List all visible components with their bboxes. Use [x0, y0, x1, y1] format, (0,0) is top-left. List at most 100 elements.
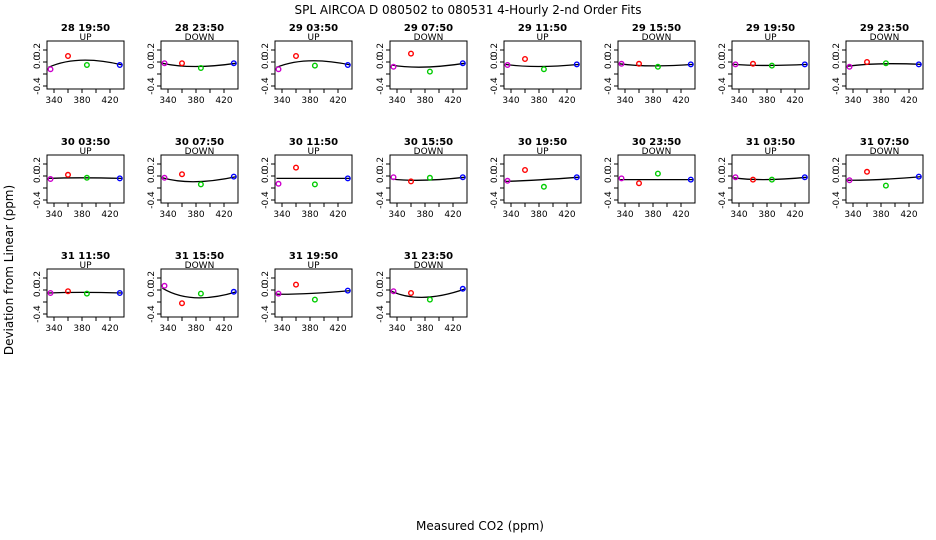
y-tick-label: 0.0	[261, 169, 271, 184]
panel-direction-label: DOWN	[870, 147, 900, 157]
panel-title: 28 19:50	[61, 23, 110, 34]
data-point	[801, 174, 808, 181]
y-tick-label: 0.2	[147, 157, 157, 171]
data-point	[636, 180, 643, 187]
data-point	[64, 288, 71, 295]
x-tick-label: 380	[416, 210, 433, 220]
chart-title: SPL AIRCOA D 080502 to 080531 4-Hourly 2…	[295, 3, 642, 17]
data-point	[426, 174, 433, 181]
y-tick-label: -0.4	[832, 191, 842, 209]
x-tick-label: 340	[844, 96, 861, 106]
y-tick-label: 0.0	[376, 55, 386, 70]
y-tick-label: 0.2	[376, 157, 386, 171]
data-point	[197, 290, 204, 297]
x-tick-label: 380	[73, 210, 90, 220]
x-axis-title: Measured CO2 (ppm)	[416, 519, 544, 533]
y-tick-label: 0.2	[261, 157, 271, 171]
y-tick-label: 0.0	[832, 55, 842, 70]
data-point	[636, 60, 643, 67]
y-tick-label: 0.0	[490, 169, 500, 184]
y-tick-label: 0.0	[376, 283, 386, 298]
x-tick-label: 380	[301, 324, 318, 334]
data-point	[864, 59, 871, 66]
y-tick-label: 0.2	[261, 43, 271, 57]
data-point	[459, 60, 466, 67]
panel-direction-label: UP	[79, 147, 92, 157]
x-tick-label: 380	[644, 96, 661, 106]
plot-frame	[389, 268, 468, 318]
y-tick-label: 0.0	[147, 55, 157, 70]
y-tick-label: 0.0	[33, 55, 43, 70]
data-point	[618, 175, 625, 182]
y-tick-label: 0.2	[147, 271, 157, 285]
x-tick-label: 340	[730, 96, 747, 106]
x-tick-label: 380	[301, 96, 318, 106]
y-tick-label: 0.2	[490, 43, 500, 57]
plot-frame	[46, 268, 125, 318]
data-point	[178, 171, 185, 178]
y-tick-label: 0.2	[604, 157, 614, 171]
data-point	[83, 290, 90, 297]
y-tick-label: -0.4	[718, 191, 728, 209]
data-point	[522, 166, 529, 173]
data-point	[864, 168, 871, 175]
fit-curve	[391, 176, 466, 181]
panel-title: 31 15:50	[175, 251, 224, 262]
data-point	[459, 174, 466, 181]
data-point	[275, 66, 282, 73]
y-tick-label: 0.2	[147, 43, 157, 57]
x-tick-label: 340	[616, 96, 633, 106]
y-tick-label: 0.2	[261, 271, 271, 285]
panel-title: 29 11:50	[518, 23, 567, 34]
y-tick-label: -0.4	[490, 77, 500, 95]
x-tick-label: 340	[45, 210, 62, 220]
x-tick-label: 380	[758, 210, 775, 220]
data-point	[275, 180, 282, 187]
panel-direction-label: UP	[307, 33, 320, 43]
data-point	[116, 290, 123, 297]
panel-title: 28 23:50	[175, 23, 224, 34]
y-tick-label: -0.4	[33, 191, 43, 209]
x-tick-label: 340	[159, 210, 176, 220]
panel-direction-label: UP	[307, 147, 320, 157]
x-tick-label: 340	[388, 324, 405, 334]
x-tick-label: 340	[273, 324, 290, 334]
data-point	[161, 282, 168, 289]
x-tick-label: 340	[388, 210, 405, 220]
fit-curve	[162, 287, 237, 299]
data-point	[540, 183, 547, 190]
fit-curve	[391, 62, 466, 68]
y-tick-label: 0.0	[604, 169, 614, 184]
data-point	[311, 62, 318, 69]
panel-direction-label: DOWN	[642, 33, 672, 43]
y-tick-label: 0.0	[147, 283, 157, 298]
plot-frame	[46, 40, 125, 90]
x-tick-label: 420	[329, 324, 346, 334]
data-point	[768, 62, 775, 69]
panel-title: 31 11:50	[61, 251, 110, 262]
x-tick-label: 420	[786, 96, 803, 106]
x-tick-label: 420	[444, 210, 461, 220]
panel-title: 29 23:50	[860, 23, 909, 34]
y-tick-label: -0.4	[261, 305, 271, 323]
y-tick-label: 0.2	[376, 271, 386, 285]
x-tick-label: 380	[416, 324, 433, 334]
plot-frame	[274, 40, 353, 90]
x-tick-label: 340	[45, 324, 62, 334]
fit-curve	[162, 62, 237, 68]
y-tick-label: -0.4	[147, 77, 157, 95]
data-point	[230, 60, 237, 67]
data-point	[178, 60, 185, 67]
plot-frame	[274, 268, 353, 318]
data-point	[504, 62, 511, 69]
data-point	[573, 174, 580, 181]
data-point	[654, 63, 661, 70]
fit-curve	[505, 63, 580, 68]
panel-direction-label: DOWN	[870, 33, 900, 43]
x-tick-label: 420	[101, 96, 118, 106]
